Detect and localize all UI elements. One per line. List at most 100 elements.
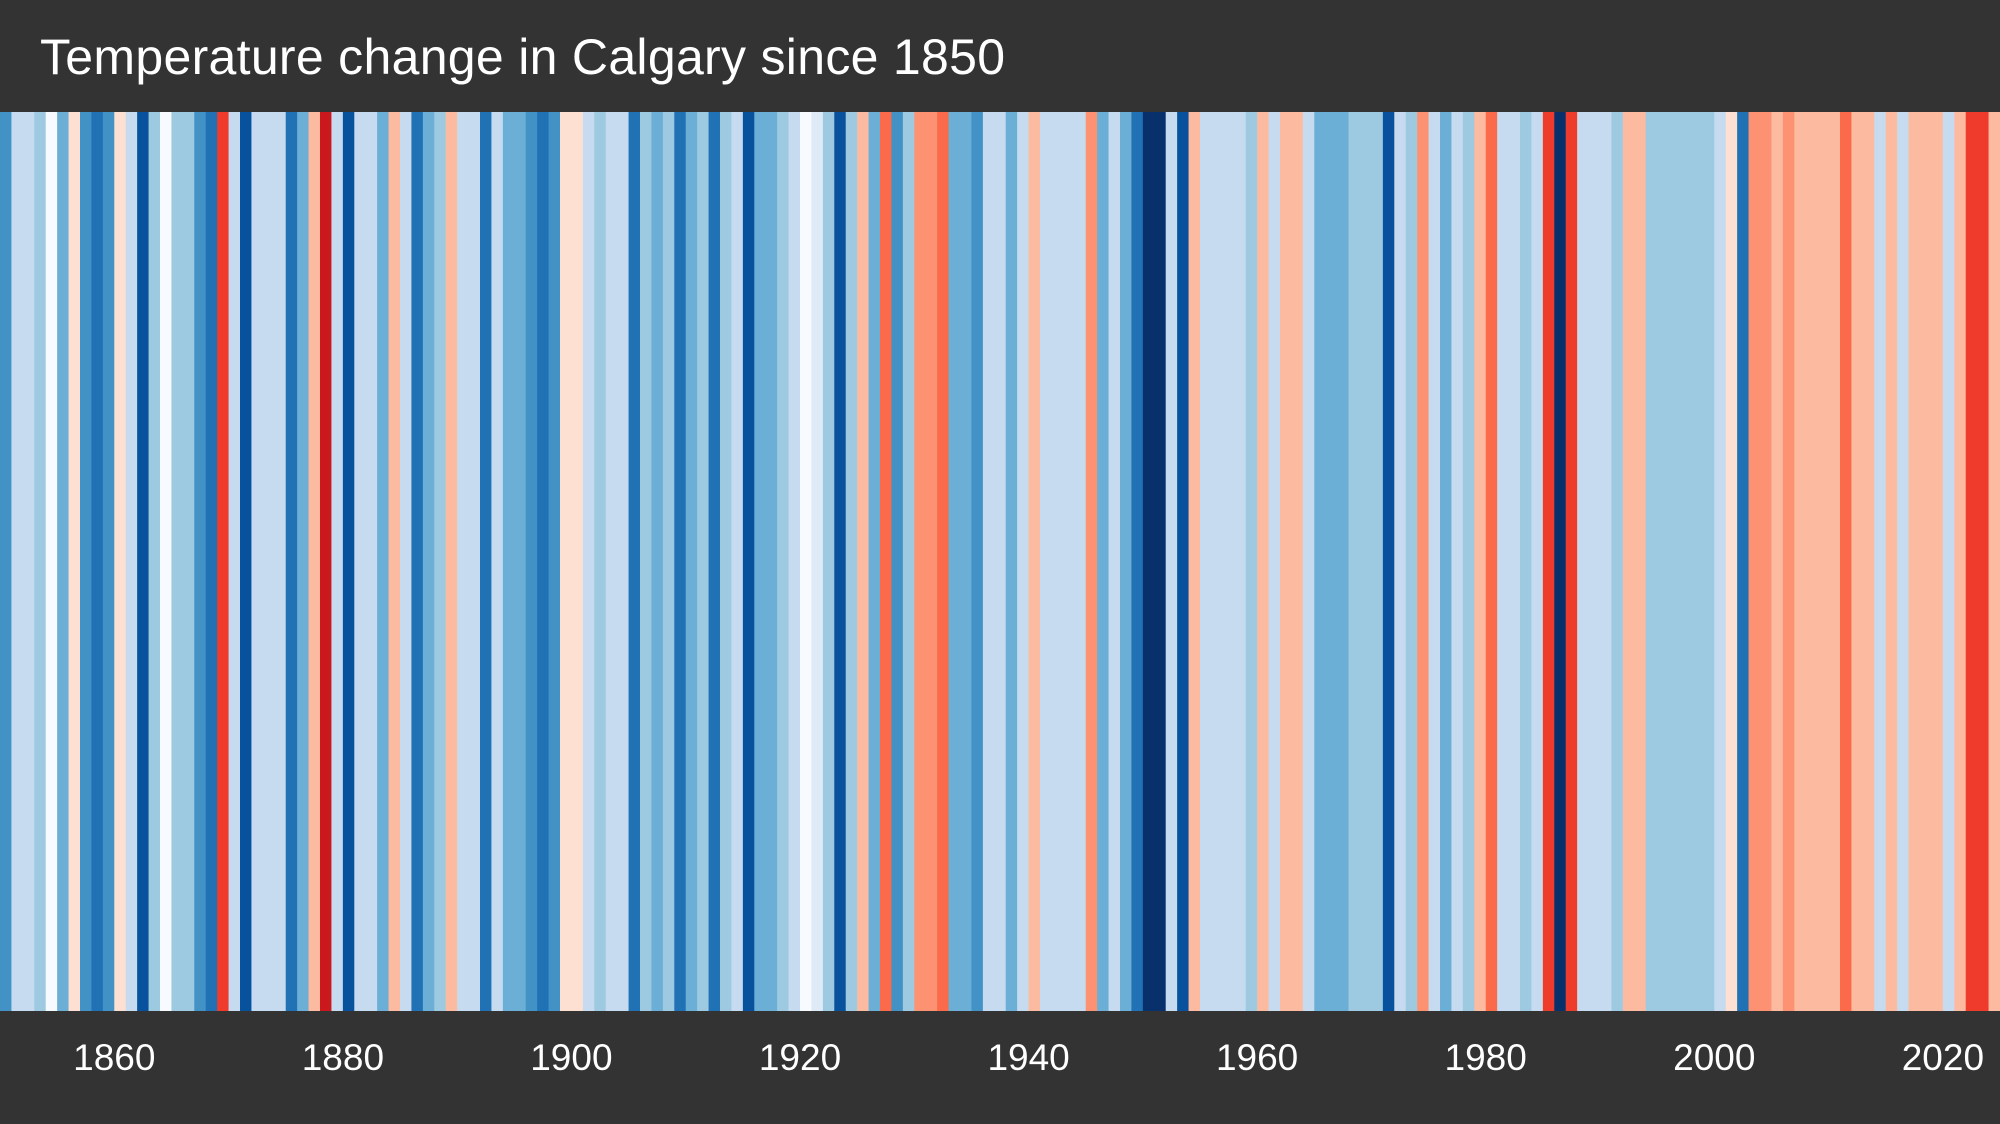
stripe-1876	[297, 112, 310, 1011]
stripe-1926	[868, 112, 881, 1011]
stripe-1859	[102, 112, 115, 1011]
stripe-1889	[445, 112, 458, 1011]
stripe-1936	[982, 112, 995, 1011]
stripe-1861	[125, 112, 138, 1011]
stripe-1915	[742, 112, 755, 1011]
stripe-1962	[1280, 112, 1293, 1011]
stripe-1909	[674, 112, 687, 1011]
stripe-1938	[1005, 112, 1018, 1011]
stripe-1916	[754, 112, 767, 1011]
stripe-2022	[1965, 112, 1978, 1011]
stripe-1882	[365, 112, 378, 1011]
stripe-1920	[800, 112, 813, 1011]
stripe-1960	[1257, 112, 1270, 1011]
stripe-1932	[937, 112, 950, 1011]
stripe-1953	[1177, 112, 1190, 1011]
stripe-1912	[708, 112, 721, 1011]
stripe-1935	[971, 112, 984, 1011]
stripe-1878	[320, 112, 333, 1011]
stripe-1895	[514, 112, 527, 1011]
stripe-2008	[1805, 112, 1818, 1011]
stripe-1958	[1234, 112, 1247, 1011]
stripe-1908	[662, 112, 675, 1011]
stripe-1947	[1108, 112, 1121, 1011]
stripe-1941	[1040, 112, 1053, 1011]
stripe-1950	[1142, 112, 1155, 1011]
stripe-1868	[205, 112, 218, 1011]
stripe-1929	[902, 112, 915, 1011]
stripe-1949	[1131, 112, 1144, 1011]
stripe-1957	[1222, 112, 1235, 1011]
stripe-1907	[651, 112, 664, 1011]
stripe-1858	[91, 112, 104, 1011]
stripe-1856	[68, 112, 81, 1011]
stripe-1985	[1542, 112, 1555, 1011]
stripe-1899	[560, 112, 573, 1011]
stripe-2017	[1908, 112, 1921, 1011]
stripe-2010	[1828, 112, 1841, 1011]
stripe-1852	[22, 112, 35, 1011]
stripe-1851	[11, 112, 24, 1011]
stripe-1855	[57, 112, 70, 1011]
stripe-1964	[1302, 112, 1315, 1011]
stripe-1959	[1245, 112, 1258, 1011]
stripe-1963	[1291, 112, 1304, 1011]
stripe-1999	[1702, 112, 1715, 1011]
stripe-1901	[582, 112, 595, 1011]
stripe-1893	[491, 112, 504, 1011]
stripe-1927	[880, 112, 893, 1011]
stripe-1854	[45, 112, 58, 1011]
stripe-1937	[994, 112, 1007, 1011]
x-tick-label-1960: 1960	[1215, 1037, 1299, 1078]
stripe-1864	[160, 112, 173, 1011]
stripe-1944	[1074, 112, 1087, 1011]
stripe-1879	[331, 112, 344, 1011]
stripe-1914	[731, 112, 744, 1011]
stripe-2016	[1897, 112, 1910, 1011]
stripe-1997	[1680, 112, 1693, 1011]
stripe-1922	[822, 112, 835, 1011]
stripe-1891	[468, 112, 481, 1011]
stripe-2014	[1874, 112, 1887, 1011]
stripe-1913	[720, 112, 733, 1011]
stripe-1884	[388, 112, 401, 1011]
stripe-1921	[811, 112, 824, 1011]
x-tick-label-2020: 2020	[1901, 1037, 1985, 1078]
stripe-1973	[1405, 112, 1418, 1011]
stripe-1896	[525, 112, 538, 1011]
stripe-1877	[308, 112, 321, 1011]
x-tick-label-1880: 1880	[301, 1037, 385, 1078]
stripe-1971	[1382, 112, 1395, 1011]
stripe-1966	[1325, 112, 1338, 1011]
stripe-1975	[1428, 112, 1441, 1011]
stripe-2009	[1817, 112, 1830, 1011]
stripe-1951	[1154, 112, 1167, 1011]
stripe-2013	[1862, 112, 1875, 1011]
stripe-1940	[1028, 112, 1041, 1011]
stripe-1885	[400, 112, 413, 1011]
stripe-1948	[1120, 112, 1133, 1011]
x-tick-label-1920: 1920	[758, 1037, 842, 1078]
stripe-1983	[1520, 112, 1533, 1011]
stripe-1974	[1417, 112, 1430, 1011]
stripe-1869	[217, 112, 230, 1011]
stripe-1904	[617, 112, 630, 1011]
stripe-1906	[640, 112, 653, 1011]
stripe-1968	[1348, 112, 1361, 1011]
stripe-2000	[1714, 112, 1727, 1011]
x-tick-label-1940: 1940	[987, 1037, 1070, 1078]
stripe-1977	[1451, 112, 1464, 1011]
stripe-1991	[1611, 112, 1624, 1011]
stripe-1943	[1062, 112, 1075, 1011]
stripe-1918	[777, 112, 790, 1011]
stripe-2004	[1760, 112, 1773, 1011]
stripe-1863	[148, 112, 161, 1011]
stripe-1954	[1188, 112, 1201, 1011]
stripe-2020	[1942, 112, 1955, 1011]
stripe-1946	[1097, 112, 1110, 1011]
stripe-1881	[354, 112, 367, 1011]
stripe-2015	[1885, 112, 1898, 1011]
stripe-1939	[1017, 112, 1030, 1011]
stripe-1905	[628, 112, 641, 1011]
x-tick-label-2000: 2000	[1673, 1037, 1756, 1078]
